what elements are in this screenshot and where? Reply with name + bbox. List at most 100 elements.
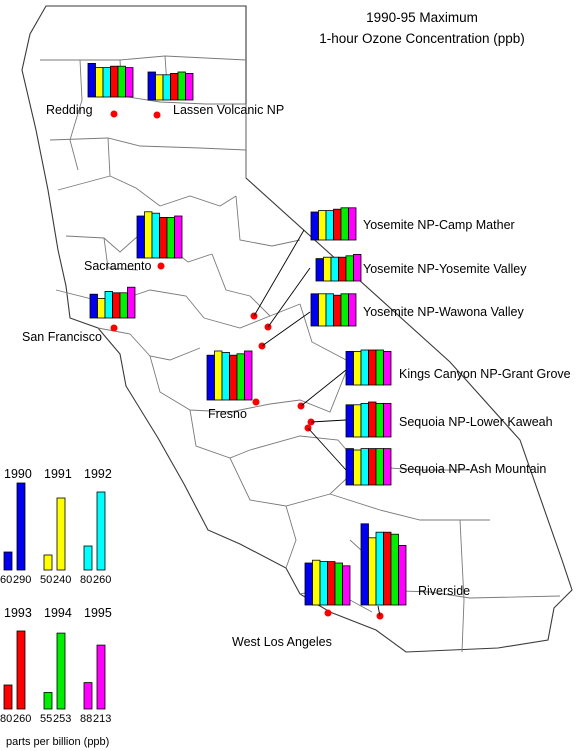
site-dot-west-los-angeles — [324, 609, 332, 617]
legend-year-label: 1993 — [4, 606, 32, 620]
site-bar-1995 — [342, 565, 351, 606]
site-bar-1993 — [368, 448, 377, 486]
legend-bar-high — [96, 644, 106, 710]
site-bar-1995 — [125, 67, 134, 98]
site-label-riverside: Riverside — [418, 584, 470, 598]
legend-value-low: 88 — [80, 713, 92, 725]
site-label-san-francisco: San Francisco — [22, 330, 102, 344]
site-label-ash-mountain: Sequoia NP-Ash Mountain — [399, 462, 546, 476]
site-label-fresno: Fresno — [208, 407, 247, 421]
site-bar-1991 — [318, 210, 327, 241]
site-bar-1995 — [383, 350, 392, 386]
site-bar-1992 — [330, 256, 339, 282]
legend-unit-label: parts per billion (ppb) — [6, 736, 109, 748]
site-bar-1991 — [368, 537, 377, 606]
site-bar-1995 — [383, 402, 392, 438]
site-bar-1992 — [360, 349, 369, 386]
site-chart-8 — [345, 349, 392, 386]
site-chart-0 — [87, 63, 134, 98]
site-bar-1990 — [304, 562, 313, 606]
site-bar-1991 — [318, 293, 327, 327]
site-bar-1993 — [229, 354, 238, 401]
map-title-line1: 1990-95 Maximum — [366, 10, 478, 25]
site-bar-1990 — [147, 71, 156, 101]
legend-value-high: 213 — [93, 713, 111, 725]
site-chart-5 — [315, 253, 362, 282]
site-chart-1 — [147, 71, 194, 101]
site-bar-1994 — [375, 448, 384, 486]
site-bar-1994 — [177, 71, 186, 101]
site-bar-1991 — [353, 350, 362, 386]
site-bar-1994 — [334, 562, 343, 606]
site-bar-1993 — [112, 292, 121, 319]
site-label-yosemite-wawona: Yosemite NP-Wawona Valley — [363, 305, 524, 319]
site-bar-1991 — [353, 449, 362, 486]
site-bar-1992 — [151, 212, 160, 259]
site-chart-7 — [206, 350, 253, 401]
site-bar-1990 — [360, 523, 369, 606]
site-bar-charts — [87, 63, 407, 606]
site-bar-1993 — [333, 294, 342, 327]
legend-value-high: 240 — [53, 574, 71, 586]
site-bar-1995 — [398, 545, 407, 606]
legend-year-1991: 1991 50 240 — [40, 467, 72, 586]
site-label-lassen: Lassen Volcanic NP — [173, 103, 284, 117]
site-bar-1990 — [345, 350, 354, 386]
site-bar-1990 — [87, 63, 96, 98]
site-bar-1991 — [95, 67, 104, 98]
site-chart-11 — [304, 559, 351, 606]
legend-bar-low — [3, 684, 13, 710]
site-label-redding: Redding — [46, 103, 93, 117]
site-bar-1993 — [383, 531, 392, 606]
site-label-lower-kaweah: Sequoia NP-Lower Kaweah — [399, 415, 553, 429]
site-bar-1990 — [89, 293, 98, 319]
site-labels: Redding Lassen Volcanic NP Sacramento Sa… — [22, 103, 571, 649]
site-bar-1994 — [340, 293, 349, 327]
legend-year-label: 1992 — [84, 467, 112, 481]
legend-value-low: 50 — [40, 574, 52, 586]
site-label-kings-canyon: Kings Canyon NP-Grant Grove — [399, 367, 571, 381]
site-dot-redding — [110, 110, 118, 118]
site-chart-12 — [360, 523, 407, 606]
site-bar-1991 — [144, 211, 153, 259]
site-bar-1994 — [117, 65, 126, 98]
map-title-line2: 1-hour Ozone Concentration (ppb) — [319, 31, 525, 46]
site-bar-1995 — [348, 207, 357, 241]
legend-year-1994: 1994 55 253 — [40, 606, 72, 725]
site-chart-3 — [89, 286, 136, 319]
legend-year-label: 1991 — [44, 467, 72, 481]
site-bar-1990 — [345, 448, 354, 486]
site-bar-1994 — [345, 255, 354, 282]
site-bar-1992 — [360, 448, 369, 486]
legend-year-1992: 1992 80 260 — [80, 467, 112, 586]
legend-value-high: 260 — [93, 574, 111, 586]
site-label-yosemite-valley: Yosemite NP-Yosemite Valley — [363, 262, 527, 276]
site-bar-1991 — [97, 297, 106, 319]
site-bar-1993 — [327, 561, 336, 606]
site-bar-1994 — [236, 353, 245, 401]
site-bar-1991 — [353, 404, 362, 438]
site-bar-1995 — [348, 293, 357, 327]
site-dot-san-francisco — [110, 324, 118, 332]
site-bar-1992 — [104, 290, 113, 319]
site-label-yosemite-camp-mather: Yosemite NP-Camp Mather — [363, 218, 515, 232]
site-bar-1993 — [159, 216, 168, 259]
site-label-sacramento: Sacramento — [84, 259, 151, 273]
site-bar-1992 — [319, 561, 328, 606]
site-bar-1995 — [244, 350, 253, 401]
site-dot-lassen — [153, 111, 161, 119]
legend-value-high: 253 — [53, 713, 71, 725]
site-bar-1992 — [102, 67, 111, 98]
site-bar-1990 — [206, 354, 215, 401]
site-bar-1990 — [310, 211, 319, 241]
legend-bar-low — [43, 692, 53, 710]
site-bar-1994 — [375, 402, 384, 438]
leader-lines — [253, 229, 381, 617]
site-bar-1993 — [368, 401, 377, 438]
site-bar-1991 — [214, 350, 223, 401]
site-bar-1993 — [368, 349, 377, 386]
site-bar-1995 — [383, 448, 392, 486]
site-bar-1991 — [323, 256, 332, 282]
legend-bar-high — [16, 482, 26, 571]
